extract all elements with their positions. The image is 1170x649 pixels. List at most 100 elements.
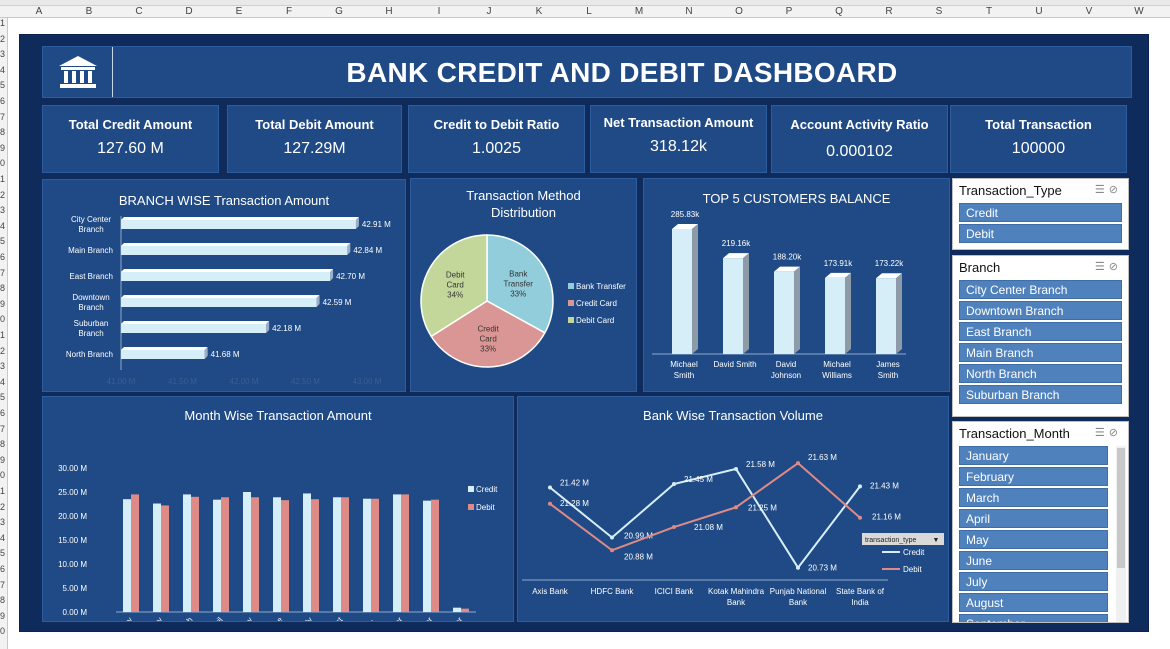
column-label[interactable]: J [486, 6, 492, 17]
column-label[interactable]: W [1134, 6, 1144, 17]
column-label[interactable]: O [735, 6, 743, 17]
row-label[interactable]: 1 [0, 174, 6, 184]
row-label[interactable]: 8 [0, 127, 6, 138]
column-label[interactable]: L [586, 6, 592, 17]
column-label[interactable]: D [185, 6, 193, 17]
row-label[interactable]: 2 [0, 345, 6, 356]
column-label[interactable]: K [535, 6, 543, 17]
column-label[interactable]: I [437, 6, 441, 17]
y-tick-label: 25.00 M [58, 488, 87, 497]
slicer-item-main[interactable]: Main Branch [959, 343, 1122, 362]
slicer-item-february[interactable]: February [959, 467, 1108, 486]
row-label[interactable]: 3 [0, 517, 6, 528]
column-label[interactable]: M [634, 6, 644, 17]
slicer-item-january[interactable]: January [959, 446, 1108, 465]
row-label[interactable]: 6 [0, 96, 6, 106]
row-label[interactable]: 1 [0, 486, 6, 496]
row-label[interactable]: 0 [0, 626, 6, 637]
slicer-item-city-center[interactable]: City Center Branch [959, 280, 1122, 299]
clear-filter-icon[interactable]: ⊘ [1108, 427, 1122, 439]
kpi-account-activity: Account Activity Ratio 0.000102 [771, 105, 948, 173]
slicer-item-suburban[interactable]: Suburban Branch [959, 385, 1122, 404]
slicer-scrollbar[interactable] [1116, 446, 1126, 622]
slicer-item-east[interactable]: East Branch [959, 322, 1122, 341]
multi-select-icon[interactable]: ☰ [1094, 427, 1109, 439]
column-label[interactable]: U [1035, 6, 1043, 17]
row-label[interactable]: 0 [0, 470, 6, 481]
column-label[interactable]: C [135, 6, 143, 17]
column-label[interactable]: V [1085, 6, 1093, 17]
row-label[interactable]: 6 [0, 564, 6, 574]
slicer-item-credit[interactable]: Credit [959, 203, 1122, 222]
data-label: 42.84 M [353, 246, 382, 255]
multi-select-icon[interactable]: ☰ [1094, 184, 1109, 196]
column-label[interactable]: B [85, 6, 93, 17]
bar-side-face [845, 272, 851, 354]
row-label[interactable]: 6 [0, 252, 6, 262]
row-label[interactable]: 5 [0, 548, 6, 559]
slicer-item-may[interactable]: May [959, 530, 1108, 549]
slicer-item-april[interactable]: April [959, 509, 1108, 528]
row-label[interactable]: 1 [0, 18, 6, 28]
y-tick-label: 5.00 M [63, 584, 88, 593]
multi-select-icon[interactable]: ☰ [1094, 261, 1109, 273]
column-label[interactable]: H [385, 6, 393, 17]
category-label: David [776, 360, 796, 369]
column-label[interactable]: Q [835, 6, 843, 17]
row-label[interactable]: 8 [0, 283, 6, 294]
column-label[interactable]: S [935, 6, 943, 17]
row-label[interactable]: 5 [0, 236, 6, 247]
column-label[interactable]: E [235, 6, 243, 17]
row-label[interactable]: 0 [0, 314, 6, 325]
scrollbar-thumb[interactable] [1117, 448, 1125, 568]
dashboard-title-bar: BANK CREDIT AND DEBIT DASHBOARD [42, 46, 1132, 98]
row-label[interactable]: 9 [0, 298, 6, 309]
data-point [610, 548, 614, 553]
row-label[interactable]: 5 [0, 392, 6, 403]
row-label[interactable]: 0 [0, 158, 6, 169]
row-label[interactable]: 7 [0, 579, 6, 590]
x-tick-label: 41.50 M [168, 377, 197, 386]
slicer-item-july[interactable]: July [959, 572, 1108, 591]
data-point [734, 466, 738, 471]
slicer-item-august[interactable]: August [959, 593, 1108, 612]
row-label[interactable]: 7 [0, 111, 6, 122]
legend-swatch [468, 504, 474, 510]
row-label[interactable]: 3 [0, 205, 6, 216]
slicer-item-north[interactable]: North Branch [959, 364, 1122, 383]
row-label[interactable]: 2 [0, 501, 6, 512]
column-label[interactable]: T [985, 6, 993, 17]
column-label[interactable]: R [885, 6, 893, 17]
slicer-item-september[interactable]: September [959, 614, 1108, 622]
row-label[interactable]: 8 [0, 439, 6, 450]
row-label[interactable]: 6 [0, 408, 6, 418]
row-label[interactable]: 5 [0, 80, 6, 91]
clear-filter-icon[interactable]: ⊘ [1108, 184, 1122, 196]
column-label[interactable]: N [685, 6, 693, 17]
column-label[interactable]: A [35, 6, 43, 17]
column-label[interactable]: G [335, 6, 343, 17]
row-label[interactable]: 1 [0, 330, 6, 340]
slicer-item-march[interactable]: March [959, 488, 1108, 507]
row-label[interactable]: 2 [0, 189, 6, 200]
row-label[interactable]: 4 [0, 376, 6, 387]
row-label[interactable]: 4 [0, 532, 6, 543]
row-label[interactable]: 9 [0, 454, 6, 465]
row-label[interactable]: 2 [0, 33, 6, 44]
column-label[interactable]: P [785, 6, 793, 17]
clear-filter-icon[interactable]: ⊘ [1108, 261, 1122, 273]
row-label[interactable]: 7 [0, 267, 6, 278]
row-label[interactable]: 4 [0, 64, 6, 75]
slicer-item-june[interactable]: June [959, 551, 1108, 570]
slicer-item-debit[interactable]: Debit [959, 224, 1122, 243]
row-label[interactable]: 4 [0, 220, 6, 231]
column-label[interactable]: F [285, 6, 293, 17]
row-label[interactable]: 9 [0, 142, 6, 153]
row-label[interactable]: 8 [0, 595, 6, 606]
row-label[interactable]: 9 [0, 610, 6, 621]
slicer-item-downtown[interactable]: Downtown Branch [959, 301, 1122, 320]
bar [243, 492, 251, 612]
row-label[interactable]: 7 [0, 423, 6, 434]
row-label[interactable]: 3 [0, 49, 6, 60]
row-label[interactable]: 3 [0, 361, 6, 372]
